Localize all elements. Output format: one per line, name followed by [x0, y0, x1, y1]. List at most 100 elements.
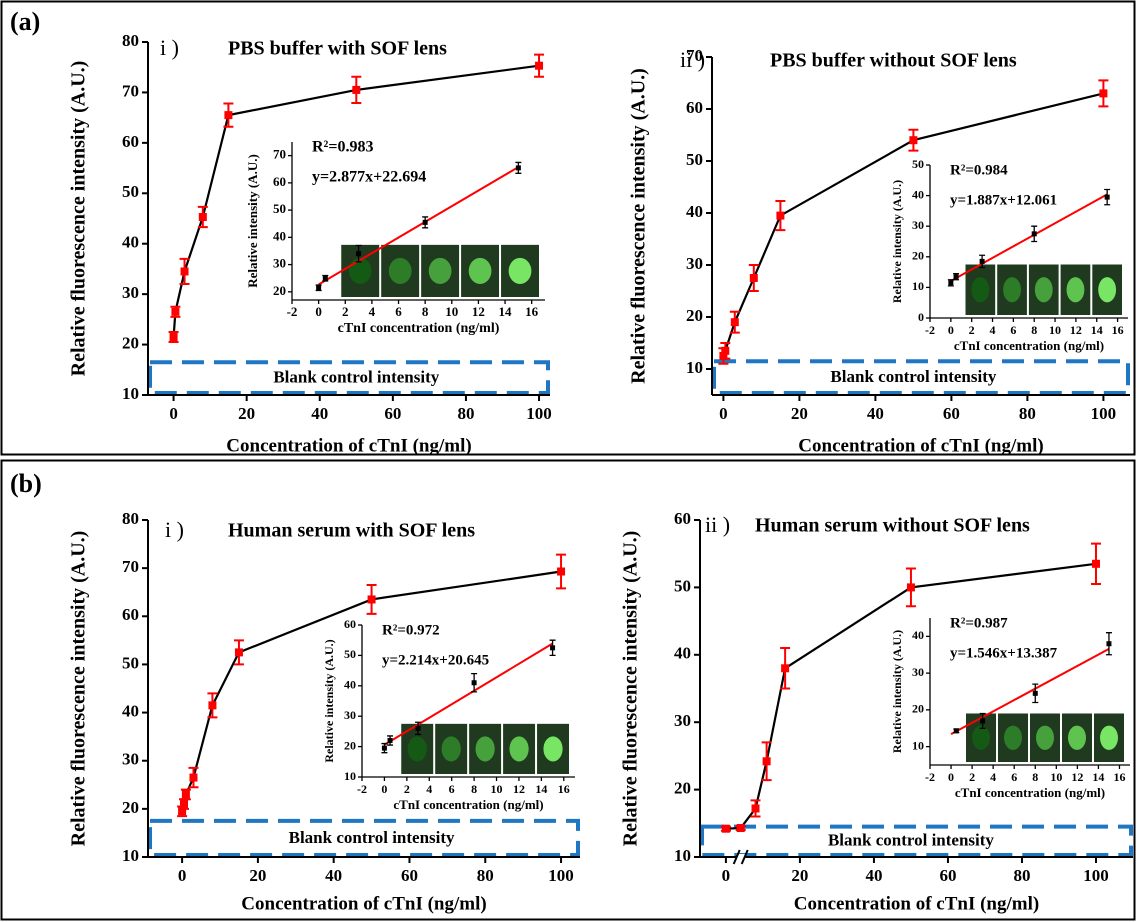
- y-axis-label: Relative intensity (A.U.): [890, 180, 904, 303]
- fit-equation: y=1.887x+12.061: [950, 192, 1057, 208]
- y-tick-label: 20: [122, 798, 139, 817]
- x-tick-label: 20: [238, 404, 255, 423]
- x-tick-label: 40: [311, 404, 328, 423]
- blank-control-label: Blank control intensity: [830, 367, 996, 386]
- x-tick-label: 20: [791, 404, 808, 423]
- data-point: [980, 718, 986, 724]
- data-point: [736, 824, 745, 833]
- x-tick-label: 2: [969, 770, 975, 784]
- x-axis-label: cTnI concentration (ng/ml): [955, 785, 1105, 800]
- data-point: [1104, 194, 1110, 200]
- y-tick-label: 40: [344, 678, 356, 692]
- y-tick-label: 30: [273, 256, 286, 271]
- fluorescence-spot: [428, 257, 452, 284]
- x-tick-label: -2: [357, 782, 367, 796]
- x-tick-label: 14: [499, 304, 513, 319]
- data-point: [180, 800, 188, 809]
- data-point: [169, 333, 178, 342]
- x-tick-label: -2: [287, 304, 298, 319]
- blank-control-label: Blank control intensity: [828, 831, 994, 850]
- x-tick-label: 0: [948, 770, 954, 784]
- data-point: [515, 165, 521, 171]
- fit-line: [383, 642, 554, 746]
- x-tick-label: 12: [513, 782, 525, 796]
- x-tick-label: 80: [1013, 866, 1030, 885]
- chart-roman: ii ): [705, 512, 730, 537]
- y-tick-label: 70: [122, 81, 139, 100]
- x-tick-label: 16: [558, 782, 570, 796]
- data-point: [1099, 89, 1108, 98]
- data-point: [1031, 231, 1037, 237]
- x-tick-label: 16: [1112, 323, 1124, 337]
- data-point: [322, 275, 328, 281]
- x-tick-label: 100: [1091, 404, 1117, 423]
- x-tick-label: 60: [401, 866, 418, 885]
- data-point: [189, 773, 198, 782]
- y-tick-label: 30: [122, 750, 139, 769]
- fluorescence-spot: [1003, 277, 1021, 303]
- y-tick-label: 20: [912, 249, 924, 263]
- x-tick-label: 12: [1070, 323, 1082, 337]
- chart-roman: i ): [165, 517, 184, 542]
- blank-control-label: Blank control intensity: [273, 368, 439, 387]
- panel-label: (b): [10, 469, 42, 498]
- data-point: [550, 645, 556, 651]
- fluorescence-spot: [972, 725, 990, 750]
- y-tick-label: 10: [686, 358, 703, 377]
- data-point: [356, 251, 362, 257]
- y-axis-label: Relative fluorescence intensity (A.U.): [620, 531, 642, 847]
- y-tick-label: 50: [912, 157, 924, 171]
- blank-control-band: [712, 359, 1130, 396]
- data-point: [352, 85, 361, 94]
- data-point: [198, 212, 207, 221]
- y-axis-label: Relative fluorescence intensity (A.U.): [628, 68, 650, 384]
- fluorescence-spot: [1100, 725, 1118, 750]
- x-tick-label: 0: [169, 404, 178, 423]
- y-tick-label: 40: [912, 187, 924, 201]
- x-tick-label: 16: [525, 304, 539, 319]
- y-axis-label: Relative intensity (A.U.): [322, 639, 336, 762]
- fit-equation: y=2.214x+20.645: [382, 652, 489, 668]
- panel-label: (a): [10, 7, 40, 36]
- chart-title: Human serum without SOF lens: [755, 515, 1030, 537]
- y-tick-label: 30: [344, 708, 356, 722]
- y-tick-label: 40: [912, 628, 924, 642]
- data-point: [906, 583, 915, 592]
- fluorescence-spot: [388, 257, 412, 284]
- x-tick-label: 100: [548, 866, 574, 885]
- x-tick-label: 0: [178, 866, 187, 885]
- data-point: [181, 790, 190, 799]
- y-tick-label: 10: [674, 846, 691, 865]
- y-tick-label: 60: [344, 617, 356, 631]
- data-point: [762, 757, 771, 766]
- fluorescence-spot: [509, 736, 529, 762]
- x-tick-label: 60: [943, 404, 960, 423]
- data-point: [909, 136, 918, 145]
- x-tick-label: 60: [384, 404, 401, 423]
- x-tick-label: 6: [395, 304, 402, 319]
- panel-frame: [0, 459, 1136, 921]
- data-point: [979, 258, 985, 264]
- data-point: [224, 111, 233, 120]
- y-tick-label: 10: [912, 279, 924, 293]
- x-tick-label: 60: [939, 866, 956, 885]
- x-tick-label: 0: [722, 866, 731, 885]
- x-tick-label: 80: [457, 404, 474, 423]
- x-tick-label: 2: [969, 323, 975, 337]
- x-tick-label: 12: [472, 304, 485, 319]
- data-point: [776, 211, 785, 220]
- y-tick-label: 20: [686, 306, 703, 325]
- x-tick-label: -2: [925, 323, 935, 337]
- fluorescence-spot: [441, 736, 461, 762]
- data-point: [749, 274, 758, 282]
- y-tick-label: 30: [912, 665, 924, 679]
- data-point: [180, 267, 189, 276]
- data-point: [721, 824, 730, 833]
- x-tick-label: 8: [1031, 323, 1037, 337]
- chart-title: Human serum with SOF lens: [228, 520, 475, 542]
- y-tick-label: 20: [912, 702, 924, 716]
- x-axis-label: Concentration of cTnI (ng/ml): [794, 893, 1039, 914]
- y-tick-label: 50: [122, 653, 139, 672]
- chart-roman: ii ): [680, 47, 705, 72]
